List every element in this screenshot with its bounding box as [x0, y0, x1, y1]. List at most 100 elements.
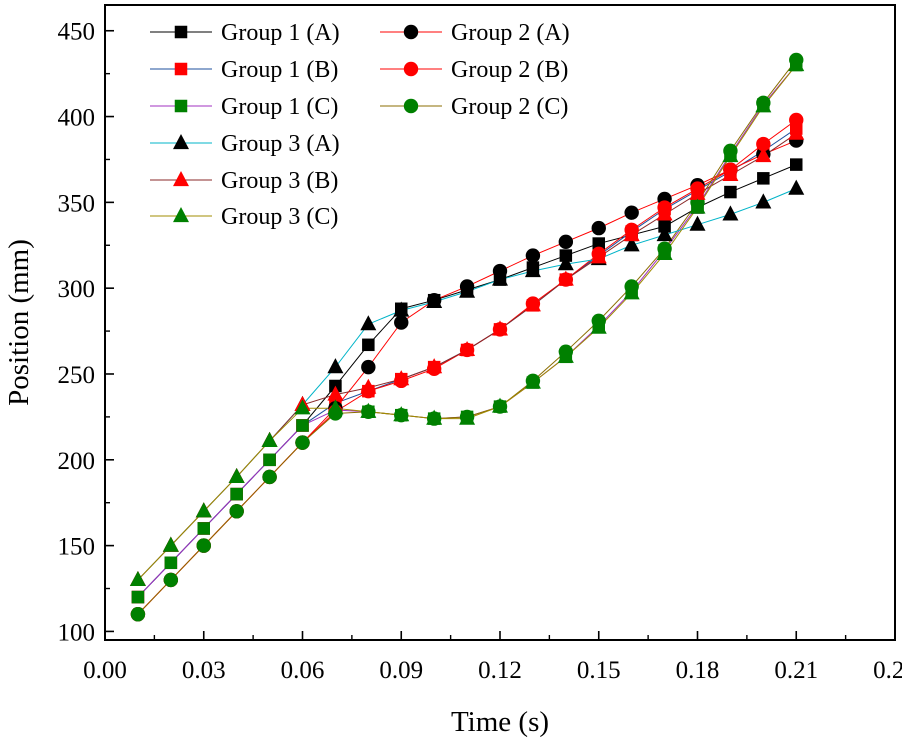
data-point-group-3-c [228, 467, 245, 484]
data-point-group-3-a [788, 179, 805, 195]
data-point-group-1-a [790, 158, 803, 171]
data-point-group-3-b [459, 340, 476, 357]
data-point-group-1-a [724, 185, 737, 199]
series-markers [129, 52, 805, 622]
data-point-group-3-c [393, 406, 410, 422]
data-point-group-3-a [656, 225, 673, 242]
y-tick-label: 400 [58, 105, 96, 132]
legend-entry-group-2-b: Group 2 (B) [380, 57, 568, 83]
legend-entry-group-2-c: Group 2 (C) [380, 94, 568, 120]
data-point-group-2-c [163, 572, 179, 588]
data-point-group-3-c [426, 409, 443, 425]
legend-entry-group-2-a: Group 2 (A) [380, 20, 570, 46]
legend-label: Group 2 (C) [451, 94, 568, 120]
legend-entry-group-1-b: Group 1 (B) [150, 57, 338, 83]
data-point-group-3-c [261, 431, 278, 448]
data-point-group-3-b [492, 320, 508, 336]
legend-marker [173, 207, 189, 223]
data-point-group-1-c [131, 590, 145, 604]
data-point-group-1-a [592, 237, 605, 250]
legend-marker [403, 98, 419, 114]
data-point-group-1-a [362, 338, 375, 352]
data-point-group-2-a [525, 248, 541, 263]
data-point-group-2-c [295, 435, 310, 450]
data-point-group-2-a [624, 205, 639, 220]
legend-label: Group 1 (A) [221, 20, 340, 46]
legend-entry-group-1-c: Group 1 (C) [150, 94, 338, 120]
data-point-group-2-a [361, 359, 376, 375]
data-point-group-2-a [394, 315, 409, 330]
data-point-group-3-b [327, 385, 344, 401]
data-point-group-3-c [360, 402, 377, 418]
legend-label: Group 3 (B) [221, 168, 338, 194]
legend-label: Group 1 (C) [221, 94, 338, 120]
x-tick-label: 0.24 [873, 657, 902, 684]
data-point-group-3-c [656, 244, 673, 260]
plot-frame [104, 4, 896, 641]
legend-label: Group 1 (B) [221, 57, 338, 83]
legend-marker [403, 24, 419, 40]
data-point-group-3-a [755, 193, 772, 209]
data-point-group-3-b [524, 296, 541, 312]
data-point-group-2-b [756, 136, 771, 152]
data-point-group-1-a [757, 172, 770, 185]
legend-marker [174, 62, 188, 76]
data-point-group-3-b [623, 225, 640, 242]
x-tick-label: 0.00 [83, 657, 127, 684]
data-point-group-3-c [788, 56, 805, 72]
y-tick-label: 450 [58, 19, 96, 46]
data-point-group-2-c [130, 607, 146, 622]
legend-label: Group 3 (A) [221, 131, 340, 157]
data-point-group-3-a [327, 358, 344, 374]
data-point-group-3-c [162, 536, 179, 552]
data-point-group-3-b [788, 124, 805, 140]
data-point-group-1-c [263, 453, 276, 467]
data-point-group-3-a [360, 315, 377, 331]
data-point-group-3-c [623, 284, 640, 300]
x-tick-label: 0.03 [182, 657, 226, 684]
data-point-group-3-a [623, 236, 640, 252]
data-point-group-2-a [558, 234, 574, 250]
data-point-group-3-a [426, 292, 443, 308]
legend-marker [173, 171, 189, 187]
legend-marker [174, 99, 188, 113]
data-point-group-3-a [689, 215, 706, 231]
data-point-group-3-a [557, 255, 574, 271]
y-tick-label: 100 [58, 619, 96, 646]
legend-marker [173, 134, 189, 150]
series-line-group-3-a [137, 188, 797, 581]
x-tick-label: 0.09 [379, 657, 423, 684]
data-point-group-1-c [230, 487, 243, 501]
data-point-group-3-c [689, 198, 706, 214]
data-point-group-1-c [197, 522, 210, 535]
y-tick-label: 250 [58, 362, 96, 389]
data-point-group-3-b [557, 270, 574, 286]
x-tick-label: 0.06 [281, 657, 325, 684]
data-point-group-3-b [755, 147, 772, 163]
legend-label: Group 2 (B) [451, 57, 568, 83]
data-point-group-3-a [492, 270, 508, 286]
data-point-group-2-c [229, 504, 244, 519]
data-point-group-3-c [492, 397, 508, 413]
y-tick-label: 150 [58, 534, 96, 561]
legend-marker [403, 61, 419, 77]
x-tick-label: 0.12 [478, 657, 522, 684]
data-point-group-1-c [164, 556, 178, 570]
legend-entry-group-1-a: Group 1 (A) [150, 20, 340, 46]
data-point-group-3-b [393, 370, 410, 386]
data-point-group-3-c [294, 399, 311, 415]
data-point-group-3-b [360, 378, 377, 394]
x-tick-label: 0.15 [577, 657, 621, 684]
data-point-group-3-c [590, 318, 607, 334]
axis-ticks: 0.00 0.03 0.06 0.09 0.12 0.15 0.18 0.21 0.24 100 1… [58, 19, 902, 684]
data-point-group-3-c [327, 399, 344, 415]
legend-entry-group-3-a: Group 3 (A) [150, 131, 340, 157]
data-point-group-3-c [722, 147, 739, 163]
data-point-group-3-c [524, 373, 541, 389]
y-tick-label: 200 [58, 448, 96, 475]
legend-entry-group-3-b: Group 3 (B) [150, 168, 338, 194]
data-point-group-3-b [426, 358, 443, 374]
data-point-group-2-a [591, 220, 606, 236]
data-point-group-3-b [590, 248, 607, 264]
